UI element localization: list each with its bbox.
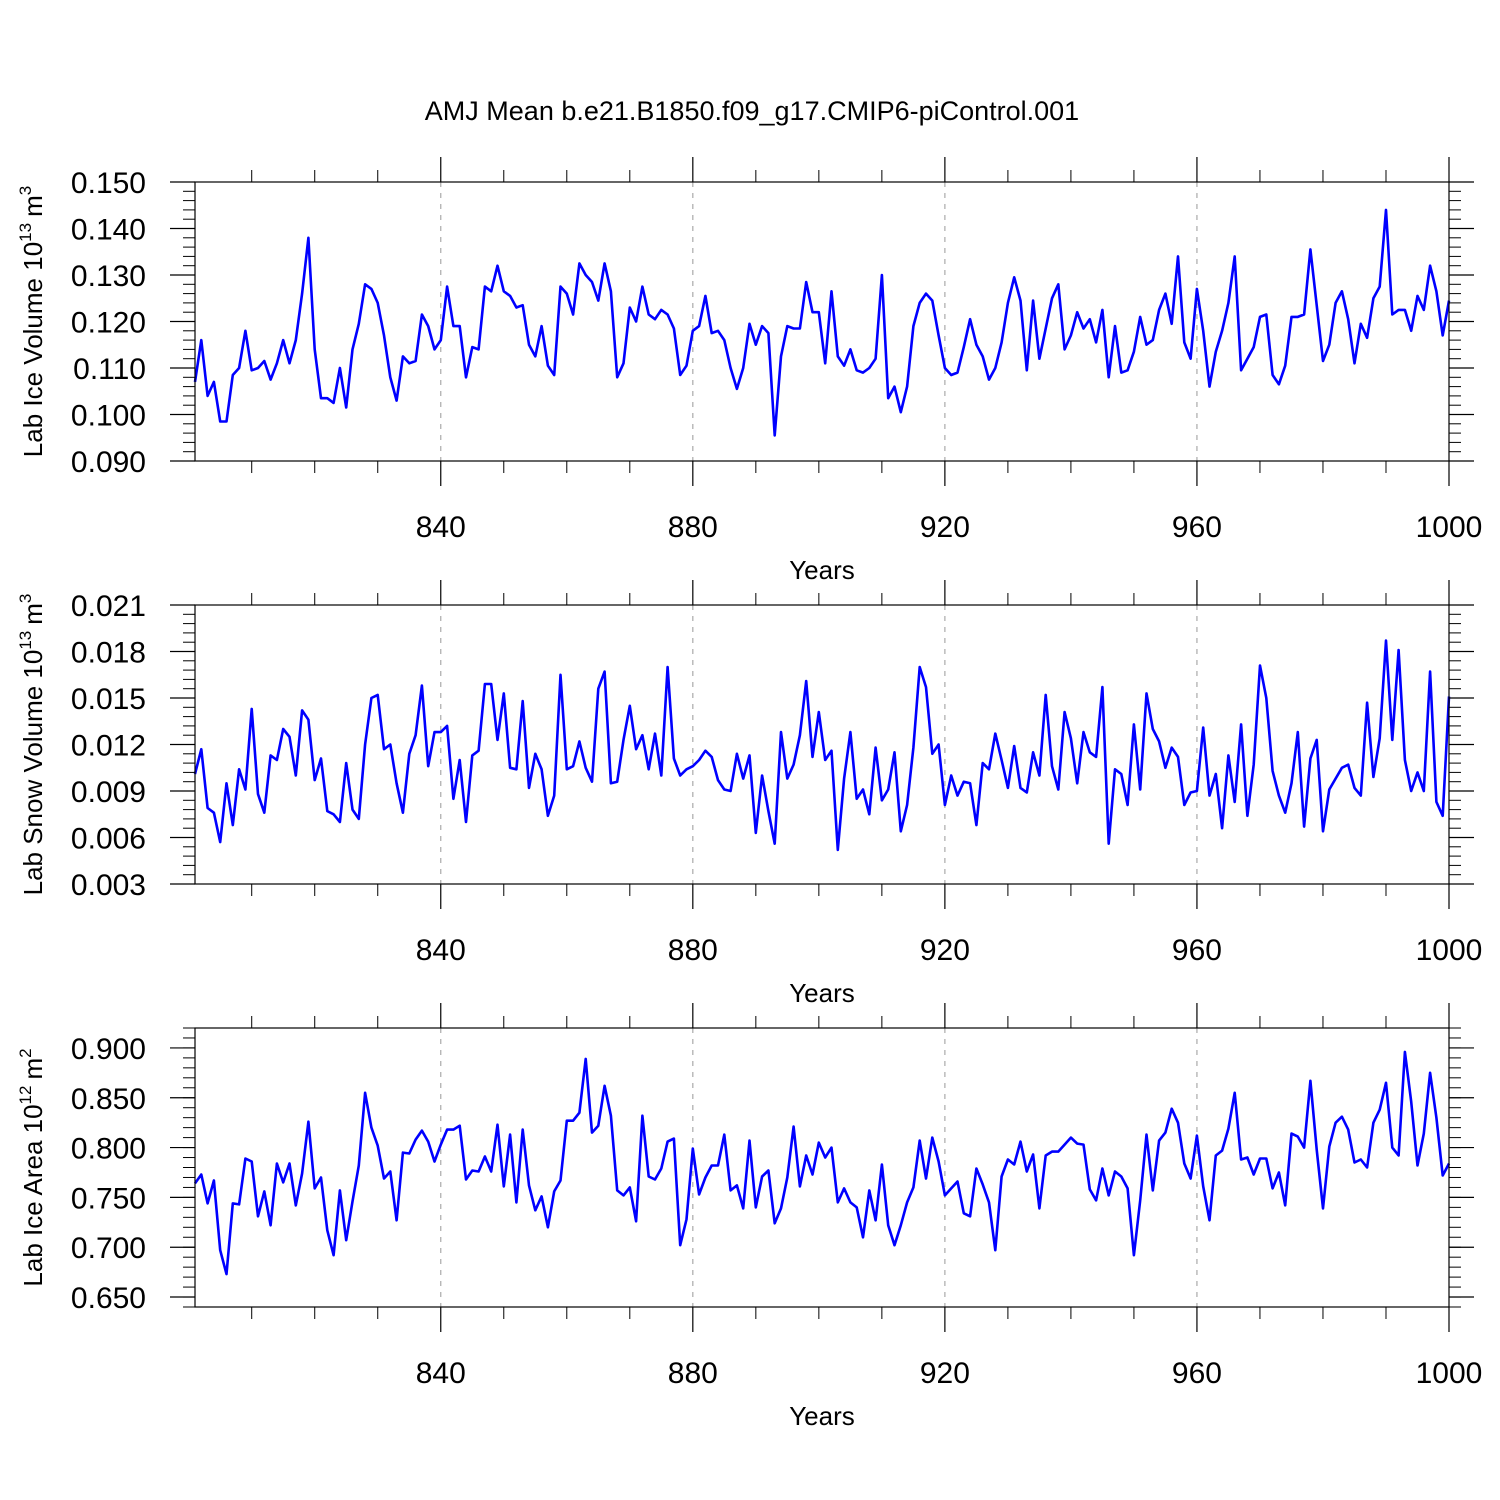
y-tick-label: 0.090 (71, 446, 146, 479)
y-axis-label-main: Lab Snow Volume 10 (18, 650, 48, 896)
y-axis-label-exponent: 13 (16, 631, 35, 650)
y-tick-label: 0.003 (71, 869, 146, 902)
series-line (193, 1050, 1451, 1276)
x-tick-label: 880 (668, 1357, 718, 1390)
y-axis-label-unit-exponent: 2 (16, 1048, 35, 1057)
y-tick-label: 0.140 (71, 214, 146, 247)
x-axis-label: Years (789, 1401, 855, 1431)
y-axis-label: Lab Snow Volume 1013 m3 (16, 594, 48, 896)
x-tick-label: 1000 (1416, 934, 1483, 967)
y-tick-label: 0.009 (71, 776, 146, 809)
y-tick-label: 0.900 (71, 1033, 146, 1066)
y-tick-label: 0.110 (73, 353, 146, 386)
y-tick-label: 0.100 (71, 400, 146, 433)
x-tick-label: 960 (1172, 511, 1222, 544)
series-line (193, 639, 1451, 852)
plot-frame (194, 181, 1450, 462)
y-axis-label-main: Lab Ice Area 10 (18, 1104, 48, 1286)
y-axis-label-exponent: 12 (16, 1086, 35, 1105)
panel-2: 0.003 0.006 0.009 0.012 0.015 0.018 0.021 840 88… (16, 580, 1482, 1008)
y-axis-label-unit: m (18, 1058, 48, 1080)
y-tick-label: 0.700 (71, 1232, 146, 1265)
y-axis-label-unit: m (18, 195, 48, 217)
x-axis-label: Years (789, 978, 855, 1008)
x-tick-label: 960 (1172, 1357, 1222, 1390)
y-tick-label: 0.021 (71, 590, 146, 623)
y-tick-label: 0.012 (71, 730, 146, 763)
y-axis-label: Lab Ice Volume 1013 m3 (16, 186, 48, 457)
y-axis-label-unit-exponent: 3 (16, 594, 35, 603)
x-tick-label: 920 (920, 934, 970, 967)
y-tick-label: 0.120 (71, 307, 146, 340)
x-tick-label: 840 (416, 934, 466, 967)
y-tick-label: 0.650 (71, 1282, 146, 1315)
x-tick-label: 880 (668, 934, 718, 967)
y-axis-label: Lab Ice Area 1012 m2 (16, 1048, 48, 1286)
x-tick-label: 880 (668, 511, 718, 544)
y-axis-label-unit: m (18, 603, 48, 625)
y-axis-label-exponent: 13 (16, 223, 35, 242)
y-tick-label: 0.850 (71, 1083, 146, 1116)
y-tick-label: 0.130 (71, 260, 146, 293)
x-tick-label: 840 (416, 511, 466, 544)
x-tick-label: 960 (1172, 934, 1222, 967)
x-tick-label: 840 (416, 1357, 466, 1390)
x-axis-label: Years (789, 555, 855, 585)
y-tick-label: 0.015 (71, 683, 146, 716)
panel-1: 0.090 0.100 0.110 0.120 0.130 0.140 0.150 840 88… (16, 157, 1482, 585)
y-tick-label: 0.006 (71, 823, 146, 856)
y-tick-label: 0.150 (71, 167, 146, 200)
panels: 0.090 0.100 0.110 0.120 0.130 0.140 0.150 840 88… (16, 157, 1482, 1431)
chart-title: AMJ Mean b.e21.B1850.f09_g17.CMIP6-piCon… (425, 96, 1079, 126)
y-tick-label: 0.800 (71, 1133, 146, 1166)
y-axis-label-main: Lab Ice Volume 10 (18, 242, 48, 457)
x-tick-label: 1000 (1416, 511, 1483, 544)
series-line (193, 208, 1451, 437)
y-axis-label-unit-exponent: 3 (16, 186, 35, 195)
y-tick-label: 0.750 (71, 1182, 146, 1215)
panel-3: 0.650 0.700 0.750 0.800 0.850 0.900 840 880 920 9… (16, 1003, 1482, 1431)
x-tick-label: 920 (920, 1357, 970, 1390)
x-tick-label: 920 (920, 511, 970, 544)
y-tick-label: 0.018 (71, 637, 146, 670)
x-tick-label: 1000 (1416, 1357, 1483, 1390)
